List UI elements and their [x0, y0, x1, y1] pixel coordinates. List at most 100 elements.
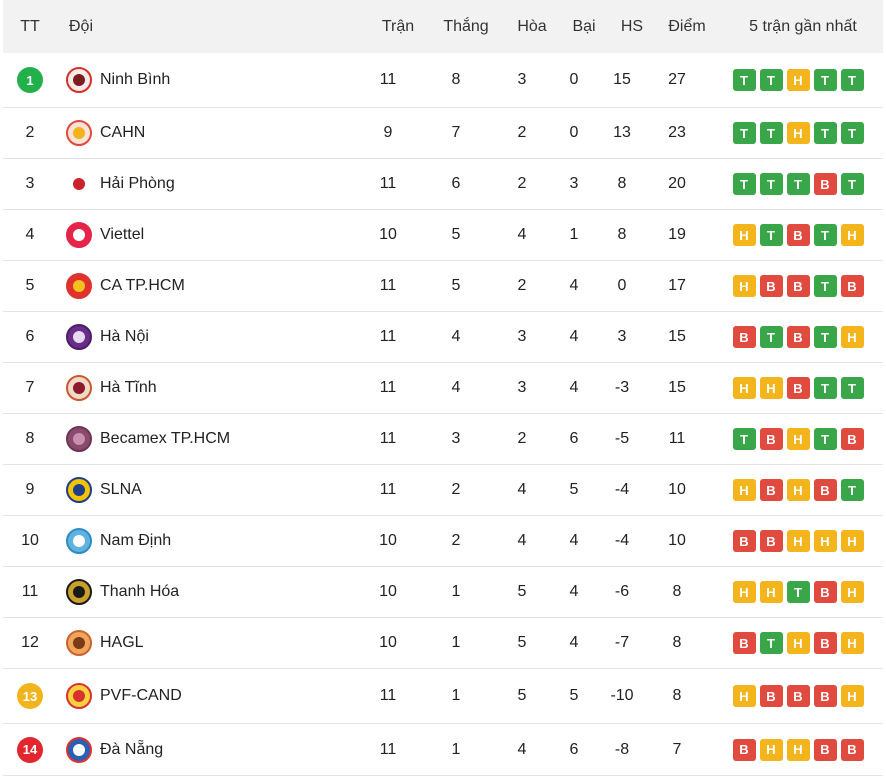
team-cell[interactable]: CAHN: [59, 120, 351, 146]
team-cell[interactable]: Đà Nẵng: [59, 736, 351, 763]
team-name[interactable]: Ninh Bình: [100, 71, 171, 88]
ha-tinh-crest-icon: [66, 375, 92, 401]
team-name[interactable]: Đà Nẵng: [100, 740, 164, 758]
losses-cell: 0: [569, 124, 579, 141]
header-points: Điểm: [668, 17, 706, 35]
rank-cell: 6: [25, 328, 35, 345]
team-name[interactable]: Hải Phòng: [100, 175, 175, 192]
team-cell[interactable]: Thanh Hóa: [59, 579, 351, 605]
table-row[interactable]: 8 Becamex TP.HCM 11 3 2 6 -5 11 T B H T B: [3, 414, 883, 465]
wins-cell: 1: [451, 740, 461, 758]
wins-cell: 4: [451, 379, 461, 396]
table-row[interactable]: 7 Hà Tĩnh 11 4 3 4 -3 15 H H B T T: [3, 363, 883, 414]
form-result-badge: H: [840, 632, 864, 654]
draws-cell: 4: [517, 481, 527, 498]
goal-difference-cell: -3: [614, 379, 630, 396]
team-cell[interactable]: Ninh Bình: [59, 67, 351, 93]
rank-badge: 13: [17, 683, 43, 709]
team-name[interactable]: HAGL: [100, 634, 144, 651]
form-result-badge: B: [813, 685, 837, 707]
draws-cell: 2: [517, 277, 527, 294]
goal-difference-cell: -10: [610, 687, 634, 704]
team-name[interactable]: CA TP.HCM: [100, 277, 185, 294]
team-cell[interactable]: SLNA: [59, 477, 351, 503]
rank-cell: 2: [25, 124, 35, 141]
form-result-badge: H: [732, 224, 756, 246]
da-nang-crest-icon: [66, 736, 92, 763]
table-row[interactable]: 4 Viettel 10 5 4 1 8 19 H T B T H: [3, 210, 883, 261]
losses-cell: 6: [569, 430, 579, 447]
team-cell[interactable]: Hà Nội: [59, 324, 351, 350]
form-result-badge: T: [840, 173, 864, 195]
table-row[interactable]: 1 Ninh Bình 11 8 3 0 15 27 T T H T T: [3, 53, 883, 108]
wins-cell: 1: [451, 634, 461, 651]
table-row[interactable]: 6 Hà Nội 11 4 3 4 3 15 B T B T H: [3, 312, 883, 363]
matches-played-cell: 10: [379, 634, 397, 651]
table-row[interactable]: 11 Thanh Hóa 10 1 5 4 -6 8 H H T B H: [3, 567, 883, 618]
table-body: 1 Ninh Bình 11 8 3 0 15 27 T T H T T 2 CAHN 9 7 2 0 13 23 T T H…: [3, 53, 883, 776]
rank-cell: 3: [25, 175, 35, 192]
form-result-badge: T: [813, 122, 837, 144]
table-row[interactable]: 13 PVF-CAND 11 1 5 5 -10 8 H B B B H: [3, 669, 883, 724]
team-name[interactable]: SLNA: [100, 481, 142, 498]
form-result-badge: T: [840, 479, 864, 501]
form-result-badge: T: [813, 69, 837, 91]
form-result-badge: H: [786, 479, 810, 501]
table-row[interactable]: 14 Đà Nẵng 11 1 4 6 -8 7 B H H B B: [3, 724, 883, 776]
goal-difference-cell: 3: [617, 328, 627, 345]
thanh-hoa-crest-icon: [66, 579, 92, 605]
team-cell[interactable]: Becamex TP.HCM: [59, 426, 351, 452]
draws-cell: 3: [517, 328, 527, 345]
form-result-badge: T: [786, 581, 810, 603]
team-name[interactable]: CAHN: [100, 124, 146, 141]
wins-cell: 2: [451, 481, 461, 498]
form-result-badge: T: [759, 122, 783, 144]
team-name[interactable]: Hà Nội: [100, 328, 149, 345]
rank-cell: 10: [21, 532, 39, 549]
table-row[interactable]: 12 HAGL 10 1 5 4 -7 8 B T H B H: [3, 618, 883, 669]
crest-emblem: [73, 637, 85, 649]
form-result-badge: B: [786, 275, 810, 297]
crest-emblem: [73, 484, 85, 496]
table-row[interactable]: 3 Hải Phòng 11 6 2 3 8 20 T T T B T: [3, 159, 883, 210]
team-cell[interactable]: Hà Tĩnh: [59, 375, 351, 401]
wins-cell: 4: [451, 328, 461, 345]
table-row[interactable]: 9 SLNA 11 2 4 5 -4 10 H B H B T: [3, 465, 883, 516]
losses-cell: 4: [569, 532, 579, 549]
hagl-crest-icon: [66, 630, 92, 656]
points-cell: 20: [668, 175, 686, 192]
points-cell: 17: [668, 277, 686, 294]
team-name[interactable]: Viettel: [100, 226, 145, 243]
crest-emblem: [73, 229, 85, 241]
table-row[interactable]: 10 Nam Định 10 2 4 4 -4 10 B B H H H: [3, 516, 883, 567]
table-row[interactable]: 5 CA TP.HCM 11 5 2 4 0 17 H B B T B: [3, 261, 883, 312]
team-cell[interactable]: Nam Định: [59, 528, 351, 554]
wins-cell: 1: [451, 687, 461, 704]
team-name[interactable]: PVF-CAND: [100, 687, 182, 704]
team-cell[interactable]: Hải Phòng: [59, 171, 351, 197]
points-cell: 11: [668, 430, 686, 447]
team-name[interactable]: Thanh Hóa: [100, 583, 180, 600]
team-cell[interactable]: HAGL: [59, 630, 351, 656]
team-cell[interactable]: CA TP.HCM: [59, 273, 351, 299]
losses-cell: 4: [569, 379, 579, 396]
team-name[interactable]: Nam Định: [100, 532, 172, 549]
rank-cell: 5: [25, 277, 35, 294]
form-result-badge: B: [759, 479, 783, 501]
wins-cell: 5: [451, 277, 461, 294]
rank-cell: 13: [2, 683, 58, 709]
wins-cell: 1: [451, 583, 461, 600]
team-cell[interactable]: Viettel: [59, 222, 351, 248]
form-result-badge: H: [786, 632, 810, 654]
form-result-badge: H: [732, 275, 756, 297]
matches-played-cell: 11: [379, 740, 397, 758]
table-row[interactable]: 2 CAHN 9 7 2 0 13 23 T T H T T: [3, 108, 883, 159]
team-name[interactable]: Hà Tĩnh: [100, 379, 157, 396]
losses-cell: 4: [569, 583, 579, 600]
team-cell[interactable]: PVF-CAND: [59, 683, 351, 709]
goal-difference-cell: -6: [614, 583, 630, 600]
crest-emblem: [73, 178, 85, 190]
team-name[interactable]: Becamex TP.HCM: [100, 430, 231, 447]
